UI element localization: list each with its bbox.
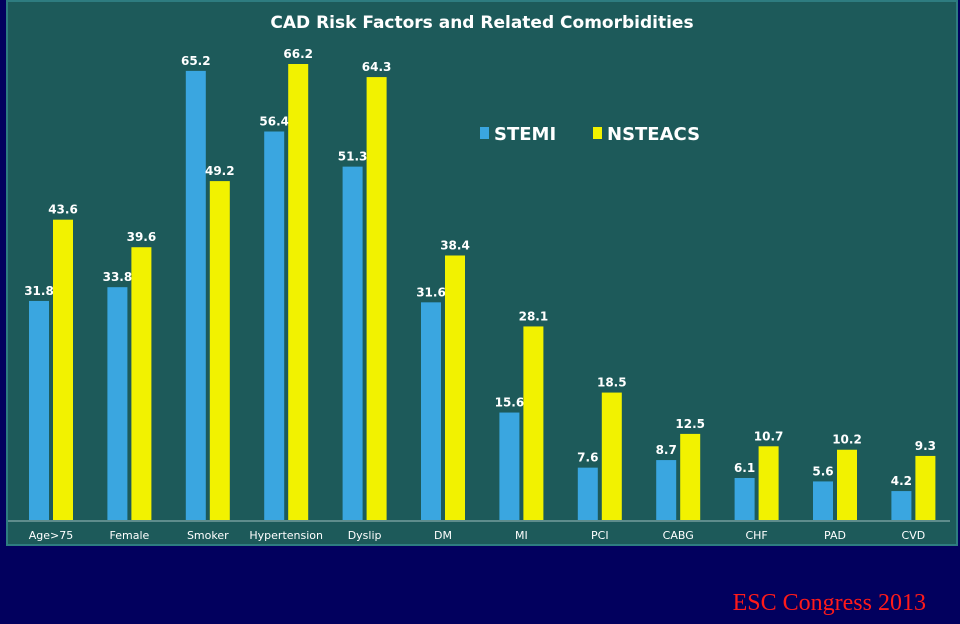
data-label-nsteacs-5: 38.4	[440, 238, 470, 252]
x-tick-label-10: PAD	[824, 529, 846, 542]
legend-swatch-stemi	[480, 127, 489, 139]
data-label-stemi-0: 31.8	[24, 284, 54, 298]
data-label-nsteacs-8: 12.5	[675, 417, 705, 431]
bar-stemi-1	[107, 287, 128, 520]
bar-stemi-10	[813, 481, 833, 520]
x-tick-label-8: CABG	[663, 529, 694, 542]
data-label-stemi-8: 8.7	[656, 443, 677, 457]
bar-nsteacs-1	[131, 247, 152, 520]
x-tick-label-11: CVD	[902, 529, 926, 542]
x-tick-label-3: Hypertension	[249, 529, 323, 542]
bar-nsteacs-3	[288, 64, 309, 520]
data-label-nsteacs-9: 10.7	[754, 429, 784, 443]
data-label-nsteacs-2: 49.2	[205, 164, 235, 178]
legend-label-stemi: STEMI	[494, 124, 556, 145]
data-label-stemi-11: 4.2	[891, 474, 912, 488]
bar-stemi-11	[891, 491, 912, 520]
data-label-stemi-10: 5.6	[812, 464, 833, 478]
bar-stemi-3	[264, 131, 285, 521]
bar-stemi-6	[499, 412, 520, 520]
data-label-stemi-4: 51.3	[338, 150, 368, 164]
x-tick-label-1: Female	[110, 529, 150, 542]
x-tick-label-4: Dyslip	[348, 529, 382, 542]
bar-stemi-9	[734, 477, 755, 520]
x-tick-label-7: PCI	[591, 529, 609, 542]
bar-stemi-4	[342, 166, 363, 520]
bar-nsteacs-0	[53, 219, 73, 521]
x-tick-label-5: DM	[434, 529, 452, 542]
bar-nsteacs-4	[366, 77, 387, 520]
data-label-nsteacs-11: 9.3	[915, 439, 936, 453]
data-label-nsteacs-6: 28.1	[519, 309, 549, 323]
data-label-stemi-1: 33.8	[103, 270, 133, 284]
legend: STEMI NSTEACS	[480, 124, 700, 145]
bar-nsteacs-9	[758, 446, 779, 520]
x-tick-label-9: CHF	[745, 529, 767, 542]
bar-nsteacs-6	[523, 326, 544, 520]
bar-stemi-8	[656, 460, 677, 520]
data-label-nsteacs-3: 66.2	[283, 47, 313, 61]
bar-nsteacs-5	[445, 255, 465, 521]
x-tick-label-6: MI	[515, 529, 528, 542]
bar-nsteacs-10	[837, 449, 857, 520]
data-label-nsteacs-0: 43.6	[48, 203, 78, 217]
data-label-stemi-5: 31.6	[416, 285, 446, 299]
data-label-stemi-6: 15.6	[495, 396, 525, 410]
legend-label-nsteacs: NSTEACS	[607, 124, 700, 145]
x-tick-label-2: Smoker	[187, 529, 229, 542]
bar-stemi-2	[185, 70, 206, 520]
data-label-nsteacs-7: 18.5	[597, 376, 627, 390]
data-label-nsteacs-4: 64.3	[362, 60, 392, 74]
data-label-stemi-9: 6.1	[734, 461, 755, 475]
bar-stemi-7	[577, 467, 598, 520]
legend-swatch-nsteacs	[593, 127, 602, 139]
bar-nsteacs-11	[915, 455, 936, 520]
data-label-nsteacs-10: 10.2	[832, 433, 862, 447]
data-label-stemi-3: 56.4	[259, 115, 289, 129]
chart-title: CAD Risk Factors and Related Comorbiditi…	[270, 13, 693, 33]
data-label-stemi-2: 65.2	[181, 54, 211, 68]
bar-nsteacs-7	[601, 392, 622, 520]
data-label-stemi-7: 7.6	[577, 451, 598, 465]
bar-nsteacs-2	[209, 181, 230, 520]
bar-stemi-5	[421, 302, 441, 520]
bar-stemi-0	[29, 300, 49, 520]
x-tick-label-0: Age>75	[29, 529, 74, 542]
footer-caption: ESC Congress 2013	[732, 590, 926, 616]
data-label-nsteacs-1: 39.6	[127, 230, 157, 244]
bar-chart: CAD Risk Factors and Related Comorbiditi…	[8, 13, 950, 542]
bars-group: 31.8 43.6 Age>75 33.8 39.6 Female 65.2 49.2 Smok…	[24, 47, 936, 542]
bar-nsteacs-8	[680, 433, 701, 520]
chart-panel	[6, 0, 958, 546]
